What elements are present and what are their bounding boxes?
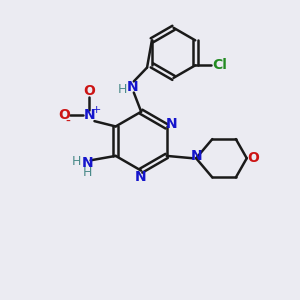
Text: O: O [247, 151, 259, 165]
Text: N: N [127, 80, 138, 94]
Text: O: O [58, 108, 70, 122]
Text: N: N [83, 108, 95, 122]
Text: N: N [166, 117, 178, 131]
Text: H: H [82, 166, 92, 179]
Text: H: H [118, 82, 127, 95]
Text: N: N [81, 156, 93, 170]
Text: N: N [190, 149, 202, 163]
Text: N: N [135, 170, 146, 184]
Text: +: + [92, 105, 101, 115]
Text: -: - [65, 115, 70, 129]
Text: O: O [83, 84, 95, 98]
Text: Cl: Cl [212, 58, 227, 72]
Text: H: H [72, 155, 81, 168]
